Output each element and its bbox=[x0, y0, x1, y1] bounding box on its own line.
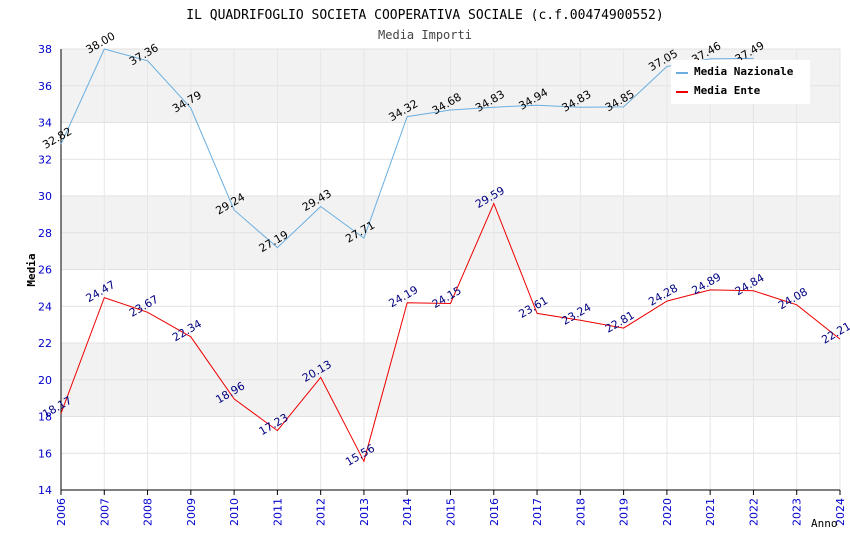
y-tick-label: 14 bbox=[38, 484, 52, 497]
x-tick-label: 2022 bbox=[747, 498, 760, 526]
y-tick-label: 22 bbox=[38, 337, 52, 350]
legend-label-media-ente: Media Ente bbox=[694, 84, 761, 97]
data-label: 24.15 bbox=[430, 284, 464, 311]
y-tick-label: 32 bbox=[38, 153, 52, 166]
x-tick-label: 2012 bbox=[315, 498, 328, 526]
data-label: 22.34 bbox=[170, 317, 204, 344]
y-tick-label: 24 bbox=[38, 300, 52, 313]
data-label: 22.81 bbox=[603, 309, 637, 336]
x-tick-label: 2014 bbox=[401, 498, 414, 526]
x-tick-label: 2010 bbox=[228, 498, 241, 526]
x-tick-labels: 2006 2007 2008 2009 2010 2011 2012 2013 2014 2015… bbox=[55, 490, 847, 526]
data-label: 23.24 bbox=[560, 301, 594, 328]
x-tick-label: 2006 bbox=[55, 498, 68, 526]
series-line-media-nazionale bbox=[60, 48, 754, 249]
y-tick-label: 38 bbox=[38, 43, 52, 56]
legend-label-media-nazionale: Media Nazionale bbox=[694, 65, 794, 78]
y-tick-label: 36 bbox=[38, 80, 52, 93]
series-lines bbox=[60, 48, 841, 463]
legend-box bbox=[671, 60, 810, 104]
x-tick-label: 2008 bbox=[142, 498, 155, 526]
y-tick-label: 20 bbox=[38, 374, 52, 387]
data-label: 23.67 bbox=[127, 293, 161, 320]
chart-subtitle: Media Importi bbox=[378, 28, 472, 42]
data-label: 15.56 bbox=[343, 442, 377, 469]
x-tick-label: 2020 bbox=[661, 498, 674, 526]
x-tick-label: 2016 bbox=[488, 498, 501, 526]
chart-title: IL QUADRIFOGLIO SOCIETA COOPERATIVA SOCI… bbox=[186, 8, 663, 23]
y-tick-label: 18 bbox=[38, 411, 52, 424]
x-tick-label: 2017 bbox=[531, 498, 544, 526]
data-label: 24.47 bbox=[84, 278, 118, 305]
y-tick-label: 30 bbox=[38, 190, 52, 203]
data-label: 23.61 bbox=[516, 294, 550, 321]
data-label: 24.84 bbox=[733, 271, 767, 298]
x-tick-label: 2019 bbox=[618, 498, 631, 526]
y-tick-label: 28 bbox=[38, 227, 52, 240]
x-tick-label: 2009 bbox=[185, 498, 198, 526]
y-tick-labels: 14 16 18 20 22 24 26 28 30 32 34 36 38 bbox=[38, 43, 52, 497]
x-tick-label: 2018 bbox=[574, 498, 587, 526]
x-tick-label: 2015 bbox=[445, 498, 458, 526]
data-label: 24.28 bbox=[646, 282, 680, 309]
y-tick-label: 16 bbox=[38, 447, 52, 460]
x-tick-label: 2021 bbox=[704, 498, 717, 526]
x-tick-label: 2013 bbox=[358, 498, 371, 526]
data-label: 24.08 bbox=[776, 285, 810, 312]
y-tick-label: 34 bbox=[38, 117, 52, 130]
x-tick-label: 2007 bbox=[98, 498, 111, 526]
y-axis-title: Media bbox=[25, 253, 38, 286]
grid-lines bbox=[61, 48, 841, 491]
x-tick-label: 2024 bbox=[834, 498, 847, 526]
data-label: 24.89 bbox=[690, 270, 724, 297]
series-line-media-ente bbox=[60, 202, 841, 463]
x-tick-label: 2023 bbox=[791, 498, 804, 526]
x-tick-label: 2011 bbox=[271, 498, 284, 526]
x-axis-title: Anno bbox=[811, 517, 838, 530]
y-tick-label: 26 bbox=[38, 264, 52, 277]
legend: Media Nazionale Media Ente bbox=[671, 60, 810, 104]
